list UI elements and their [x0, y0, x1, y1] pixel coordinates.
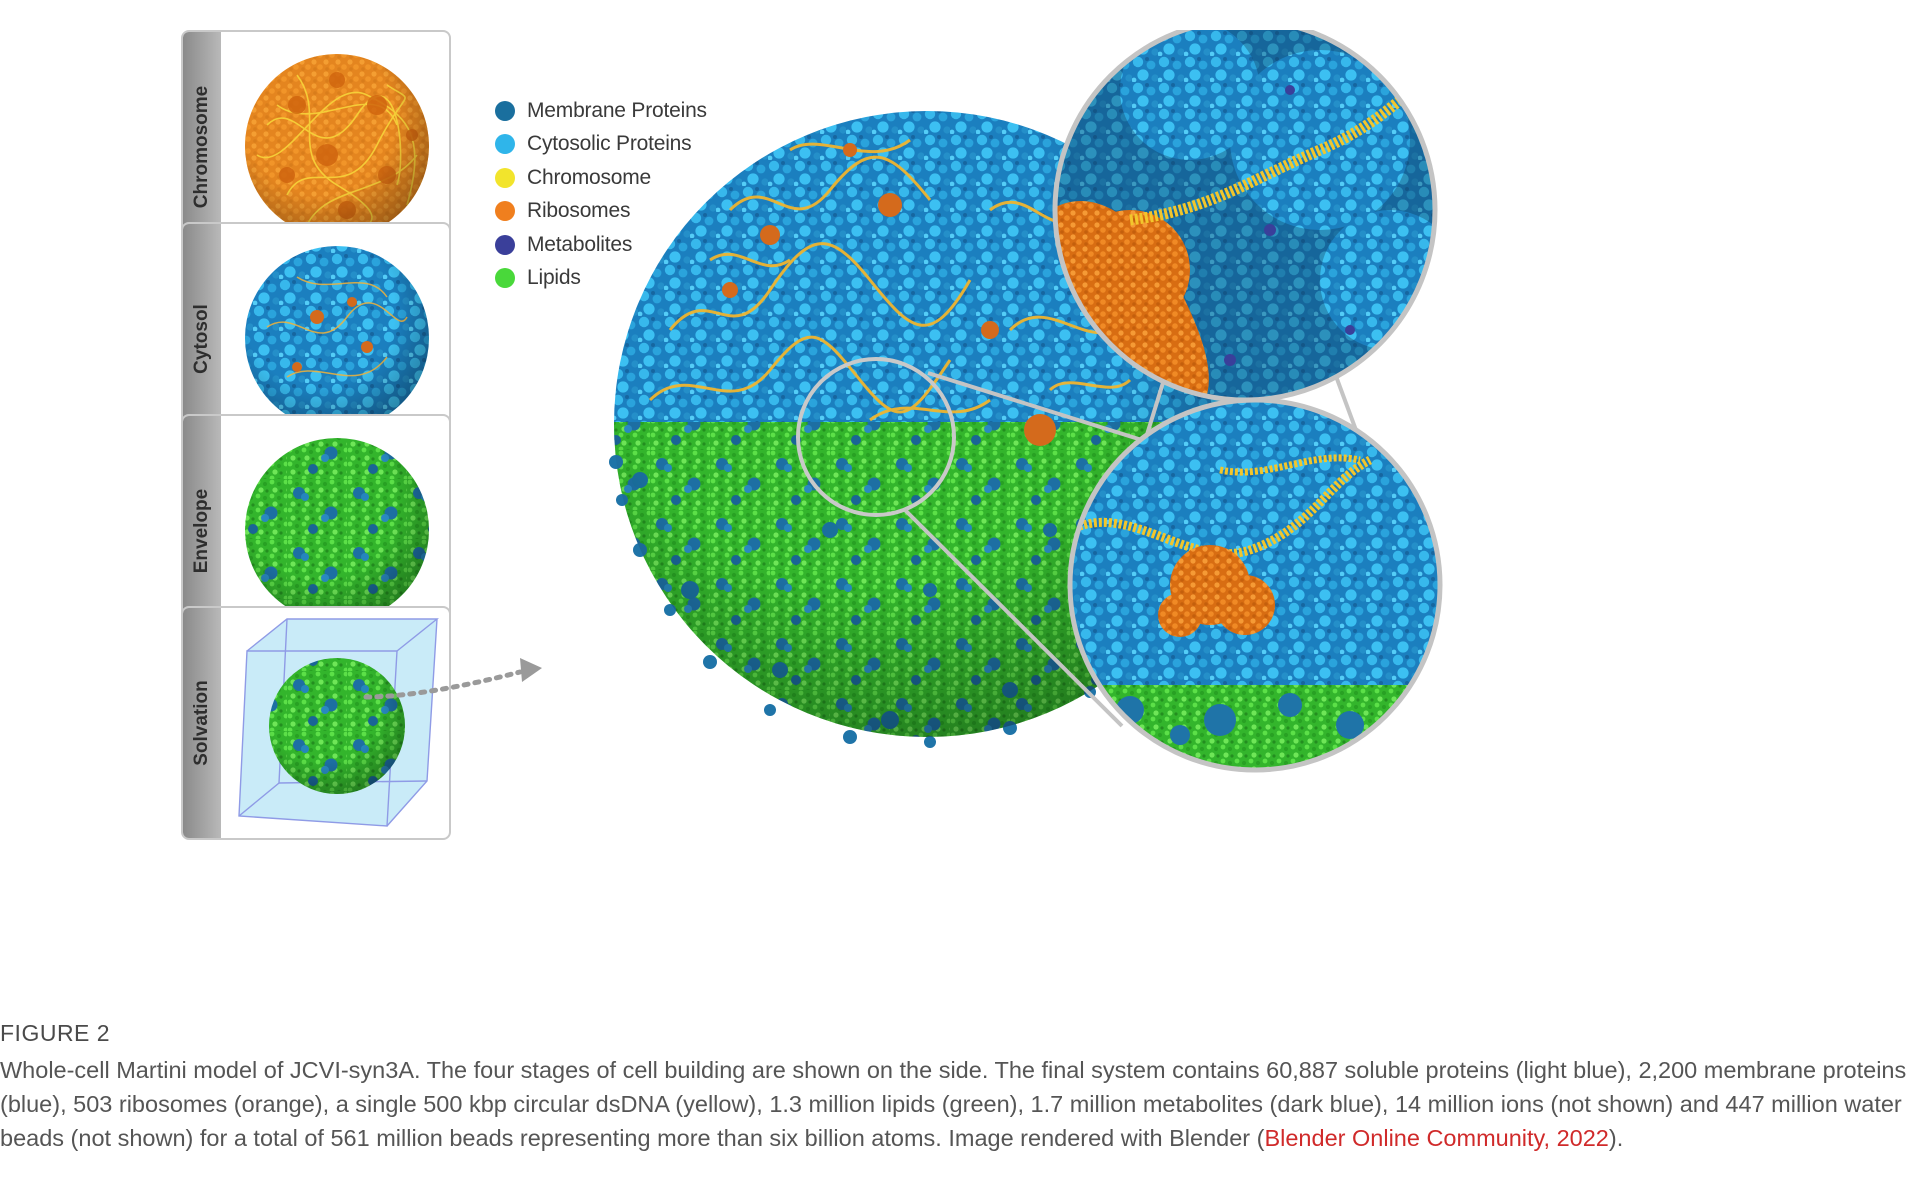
main-illustration: [363, 30, 1443, 773]
legend: Membrane Proteins Cytosolic Proteins Chr…: [495, 94, 707, 295]
legend-label: Cytosolic Proteins: [527, 132, 692, 156]
legend-item: Lipids: [495, 262, 707, 296]
citation-link[interactable]: Blender Online Community, 2022: [1264, 1125, 1609, 1151]
zoom-region-marker: [796, 357, 956, 517]
legend-dot: [495, 100, 515, 121]
legend-item: Cytosolic Proteins: [495, 128, 707, 162]
progress-arrow: [363, 669, 523, 700]
legend-label: Ribosomes: [527, 199, 631, 223]
chromosome-thumbnail: [245, 54, 429, 238]
cytosol-thumbnail: [245, 246, 429, 430]
legend-item: Ribosomes: [495, 195, 707, 229]
legend-dot: [495, 167, 515, 188]
figure-heading: FIGURE 2: [0, 1020, 111, 1046]
figure-caption: Whole-cell Martini model of JCVI-syn3A. …: [0, 1053, 1918, 1155]
figure-area: Chromosome Cytosol: [170, 30, 1730, 988]
legend-label: Lipids: [527, 266, 581, 290]
legend-dot: [495, 201, 515, 222]
legend-item: Chromosome: [495, 161, 707, 195]
legend-dot: [495, 134, 515, 155]
arrow-head-icon: [520, 658, 542, 682]
legend-label: Membrane Proteins: [527, 98, 707, 122]
stage-tab: Solvation: [183, 608, 221, 838]
zoom-circle-top: [1052, 30, 1438, 403]
legend-item: Metabolites: [495, 228, 707, 262]
caption-tail: ).: [1608, 1125, 1624, 1151]
legend-label: Metabolites: [527, 232, 633, 256]
solvation-thumbnail: [238, 618, 439, 827]
envelope-thumbnail: [245, 438, 429, 622]
legend-dot: [495, 234, 515, 255]
legend-dot: [495, 268, 515, 289]
caption-body: Whole-cell Martini model of JCVI-syn3A. …: [0, 1057, 1907, 1151]
legend-label: Chromosome: [527, 165, 652, 189]
legend-item: Membrane Proteins: [495, 94, 707, 128]
stage-panel-solvation: Solvation: [181, 606, 451, 840]
